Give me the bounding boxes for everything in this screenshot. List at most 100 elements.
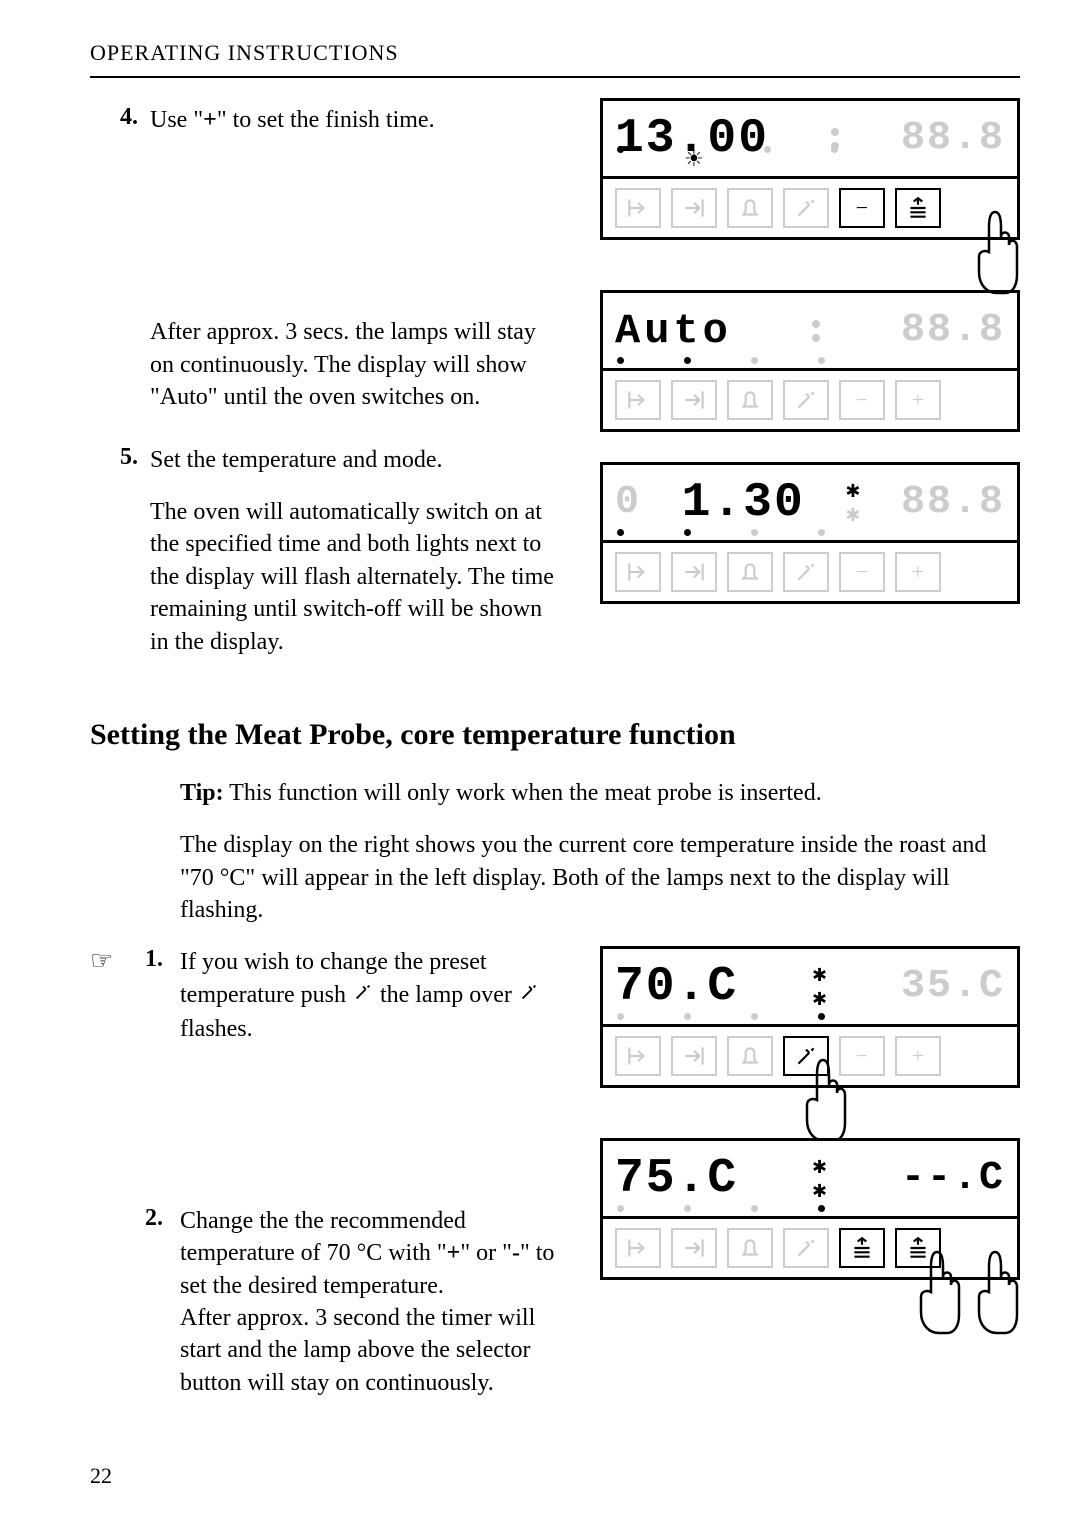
plus-symbol: + xyxy=(447,1240,461,1266)
display-3-right: 88.8 xyxy=(901,480,1005,525)
probe-button[interactable] xyxy=(783,552,829,592)
dot xyxy=(617,1205,624,1212)
text: the lamp over xyxy=(374,982,518,1008)
indicator-dot xyxy=(831,128,839,136)
tip-label: Tip: xyxy=(180,780,224,806)
arrow-end-button[interactable] xyxy=(671,380,717,420)
display-2-main: Auto xyxy=(615,307,732,355)
hand-pointing-icon: ☞ xyxy=(90,946,113,976)
bell-button[interactable] xyxy=(727,1036,773,1076)
display-panel-5: 75.C ✱ ✱ --.C xyxy=(600,1138,1020,1280)
dot xyxy=(764,146,771,153)
text: flashes. xyxy=(180,1016,253,1042)
probe-icon xyxy=(518,980,540,1012)
bell-button[interactable] xyxy=(727,188,773,228)
dot xyxy=(751,357,758,364)
minus-button[interactable]: − xyxy=(839,188,885,228)
display-panel-2: Auto 88.8 − + xyxy=(600,290,1020,432)
indicator-dot xyxy=(812,334,820,342)
arrow-start-button[interactable] xyxy=(615,552,661,592)
dot xyxy=(818,529,825,536)
finger-pointer-icon xyxy=(907,1247,967,1337)
plus-button[interactable]: + xyxy=(895,380,941,420)
dot xyxy=(751,529,758,536)
dot xyxy=(617,357,624,364)
dot xyxy=(818,357,825,364)
bell-button[interactable] xyxy=(727,380,773,420)
body-text: The display on the right shows you the c… xyxy=(90,829,1020,926)
minus-button[interactable]: − xyxy=(839,380,885,420)
section-title: Setting the Meat Probe, core temperature… xyxy=(90,718,1020,752)
arrow-start-button[interactable] xyxy=(615,1036,661,1076)
dot xyxy=(751,1205,758,1212)
minus-button[interactable] xyxy=(839,1228,885,1268)
plus-button[interactable]: + xyxy=(895,552,941,592)
star-icon: ✱ xyxy=(845,482,860,500)
probe-icon xyxy=(352,980,374,1012)
probe-button[interactable] xyxy=(783,188,829,228)
arrow-end-button[interactable] xyxy=(671,552,717,592)
arrow-end-button[interactable] xyxy=(671,188,717,228)
star-icon: ✱ xyxy=(812,1158,827,1176)
arrow-end-button[interactable] xyxy=(671,1228,717,1268)
dot xyxy=(684,529,691,536)
page-header: OPERATING INSTRUCTIONS xyxy=(90,40,1020,66)
probe-step-1-text: If you wish to change the preset tempera… xyxy=(180,946,560,1044)
minus-symbol: - xyxy=(512,1240,520,1266)
display-2-right: 88.8 xyxy=(901,308,1005,353)
step-5-number: 5. xyxy=(120,444,138,471)
star-icon: ✱ xyxy=(812,1182,827,1200)
dot xyxy=(617,146,624,153)
probe-button[interactable] xyxy=(783,380,829,420)
plus-button[interactable]: + xyxy=(895,1036,941,1076)
display-5-right: --.C xyxy=(901,1156,1005,1201)
text: " to set the finish time. xyxy=(217,107,435,133)
probe-step-2-after: After approx. 3 second the timer will st… xyxy=(180,1302,560,1399)
step-5-after: The oven will automatically switch on at… xyxy=(150,496,560,658)
display-panel-3: 0 1.30 ✱✱ 88.8 − xyxy=(600,462,1020,604)
plus-button[interactable] xyxy=(895,188,941,228)
text: This function will only work when the me… xyxy=(224,780,822,806)
arrow-end-button[interactable] xyxy=(671,1036,717,1076)
bell-button[interactable] xyxy=(727,552,773,592)
dot xyxy=(684,357,691,364)
arrow-start-button[interactable] xyxy=(615,1228,661,1268)
arrow-start-button[interactable] xyxy=(615,380,661,420)
tip-text: Tip: This function will only work when t… xyxy=(90,777,1020,809)
dot xyxy=(818,1205,825,1212)
display-panel-1: 13.00 88.8 ☀ − xyxy=(600,98,1020,240)
text: " or " xyxy=(460,1240,512,1266)
display-4-main: 70.C xyxy=(615,960,738,1014)
sun-icon: ☀ xyxy=(684,146,704,172)
dot xyxy=(818,1013,825,1020)
minus-button[interactable]: − xyxy=(839,552,885,592)
dot xyxy=(617,1013,624,1020)
display-1-right: 88.8 xyxy=(901,116,1005,161)
dot xyxy=(751,1013,758,1020)
step-4-text: Use "+" to set the finish time. xyxy=(150,104,560,136)
bell-button[interactable] xyxy=(727,1228,773,1268)
dot xyxy=(684,1205,691,1212)
probe-step-1-number: 1. xyxy=(145,946,163,973)
finger-pointer-icon xyxy=(793,1055,853,1145)
header-rule xyxy=(90,76,1020,78)
text: Use " xyxy=(150,107,203,133)
display-4-right: 35.C xyxy=(901,964,1005,1009)
display-panel-4: 70.C ✱✱ 35.C − + xyxy=(600,946,1020,1088)
step-4-after: After approx. 3 secs. the lamps will sta… xyxy=(150,316,560,413)
display-3-left: 0 xyxy=(615,480,641,525)
dot xyxy=(684,1013,691,1020)
plus-symbol: + xyxy=(203,107,217,133)
finger-pointer-icon xyxy=(965,207,1025,297)
probe-button[interactable] xyxy=(783,1228,829,1268)
step-5-text: Set the temperature and mode. xyxy=(150,444,560,476)
display-5-main: 75.C xyxy=(615,1152,738,1206)
probe-step-2-text: Change the the recommended temperature o… xyxy=(180,1205,560,1302)
star-icon: ✱ xyxy=(812,990,827,1008)
finger-pointer-icon xyxy=(965,1247,1025,1337)
star-icon: ✱ xyxy=(845,506,860,524)
text: Change the the recommended temperature o… xyxy=(180,1208,466,1266)
arrow-start-button[interactable] xyxy=(615,188,661,228)
indicator-dot xyxy=(812,320,820,328)
page-number: 22 xyxy=(90,1463,112,1489)
